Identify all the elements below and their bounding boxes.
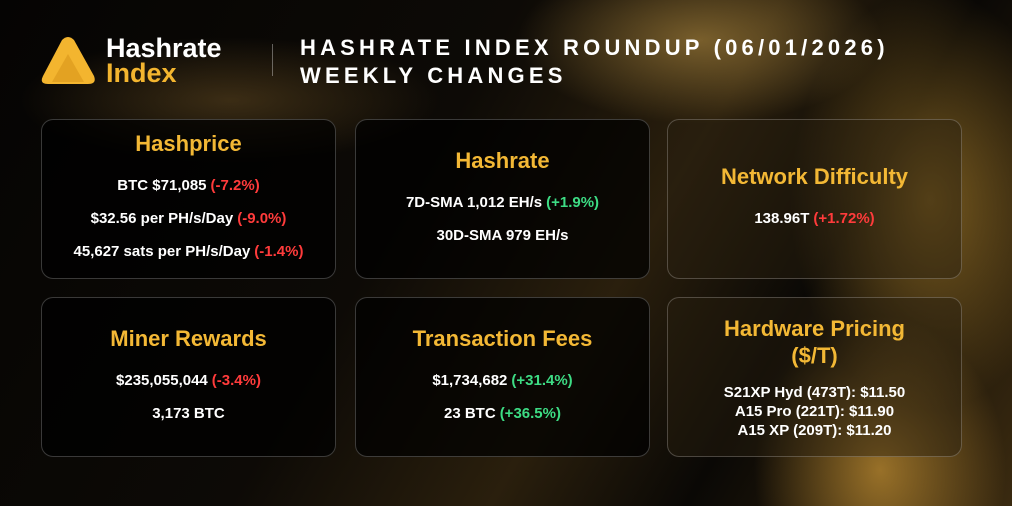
- logo-text: Hashrate Index: [106, 33, 222, 88]
- card: Hashrate 7D-SMA 1,012 EH/s (+1.9%) 30D-SMA …: [355, 119, 650, 279]
- subtitle: WEEKLY CHANGES: [300, 63, 567, 88]
- stat-line: $1,734,682 (+31.4%): [432, 372, 572, 389]
- stat-text: $32.56 per PH/s/Day: [90, 210, 234, 227]
- card-title: Miner Rewards: [110, 325, 267, 351]
- stat-change: (+1.72%): [813, 210, 875, 227]
- card: Transaction Fees $1,734,682 (+31.4%) 23 BTC…: [355, 297, 650, 457]
- stat-change: (-7.2%): [210, 177, 260, 194]
- stat-change: (-9.0%): [237, 210, 287, 227]
- logo-line: Index: [106, 58, 177, 88]
- stat-text: 23 BTC: [444, 404, 496, 422]
- stat-text: $235,055,044: [116, 371, 208, 389]
- stat-text: 45,627 sats per PH/s/Day: [73, 243, 251, 260]
- divider: [272, 44, 273, 76]
- card-title: Network Difficulty: [720, 164, 909, 189]
- stat-line: 30D-SMA 979 EH/s: [437, 227, 569, 244]
- card: Hardware Pricing ($/T) S21XP Hyd (473T): …: [667, 297, 962, 457]
- stat-line: 45,627 sats per PH/s/Day (-1.4%): [74, 243, 304, 260]
- stat-change: (-1.4%): [254, 243, 304, 260]
- card: Miner Rewards $235,055,044 (-3.4%) 3,173 BT…: [41, 297, 336, 457]
- stat-text: 138.96T: [754, 210, 810, 227]
- logo: Hashrate Index: [40, 33, 222, 88]
- stat-line: $32.56 per PH/s/Day (-9.0%): [91, 210, 287, 227]
- stat-line: A15 Pro (221T): $11.90: [735, 403, 894, 420]
- stat-line: A15 XP (209T): $11.20: [738, 422, 892, 439]
- card-title: Transaction Fees: [412, 325, 593, 351]
- card: Network Difficulty 138.96T (+1.72%): [667, 119, 962, 279]
- stat-text: 7D-SMA 1,012 EH/s: [405, 193, 543, 211]
- card: Hashprice BTC $71,085 (-7.2%) $32.56 per PH…: [41, 119, 336, 279]
- stat-line: BTC $71,085 (-7.2%): [117, 177, 259, 194]
- stat-line: 3,173 BTC: [152, 405, 225, 422]
- logo-icon: [41, 37, 95, 84]
- stat-change: (+36.5%): [499, 404, 561, 422]
- stat-line: $235,055,044 (-3.4%): [116, 372, 261, 389]
- stat-line: 23 BTC (+36.5%): [444, 405, 561, 422]
- card-title: Hashprice: [135, 131, 242, 156]
- card-title: Hashrate: [455, 147, 550, 173]
- header-titles: HASHRATE INDEX ROUNDUP (06/01/2026) WEEK…: [300, 34, 889, 90]
- stat-text: S21XP Hyd (473T): $11.50: [723, 383, 906, 401]
- stat-text: A15 XP (209T): $11.20: [737, 421, 892, 439]
- logo-line: Hashrate: [106, 33, 222, 63]
- stat-line: 138.96T (+1.72%): [754, 210, 874, 227]
- card-title: Hardware Pricing ($/T): [724, 315, 905, 368]
- stat-text: 3,173 BTC: [152, 404, 225, 422]
- stat-line: S21XP Hyd (473T): $11.50: [724, 384, 906, 401]
- title: HASHRATE INDEX ROUNDUP (06/01/2026): [300, 35, 889, 60]
- stat-text: $1,734,682: [432, 371, 508, 389]
- stat-text: BTC $71,085: [117, 177, 207, 194]
- stat-text: 30D-SMA 979 EH/s: [436, 226, 569, 244]
- stat-change: (+31.4%): [511, 371, 573, 389]
- stat-text: A15 Pro (221T): $11.90: [734, 402, 895, 420]
- stat-line: 7D-SMA 1,012 EH/s (+1.9%): [406, 194, 599, 211]
- stat-change: (-3.4%): [211, 371, 261, 389]
- stat-change: (+1.9%): [546, 193, 600, 211]
